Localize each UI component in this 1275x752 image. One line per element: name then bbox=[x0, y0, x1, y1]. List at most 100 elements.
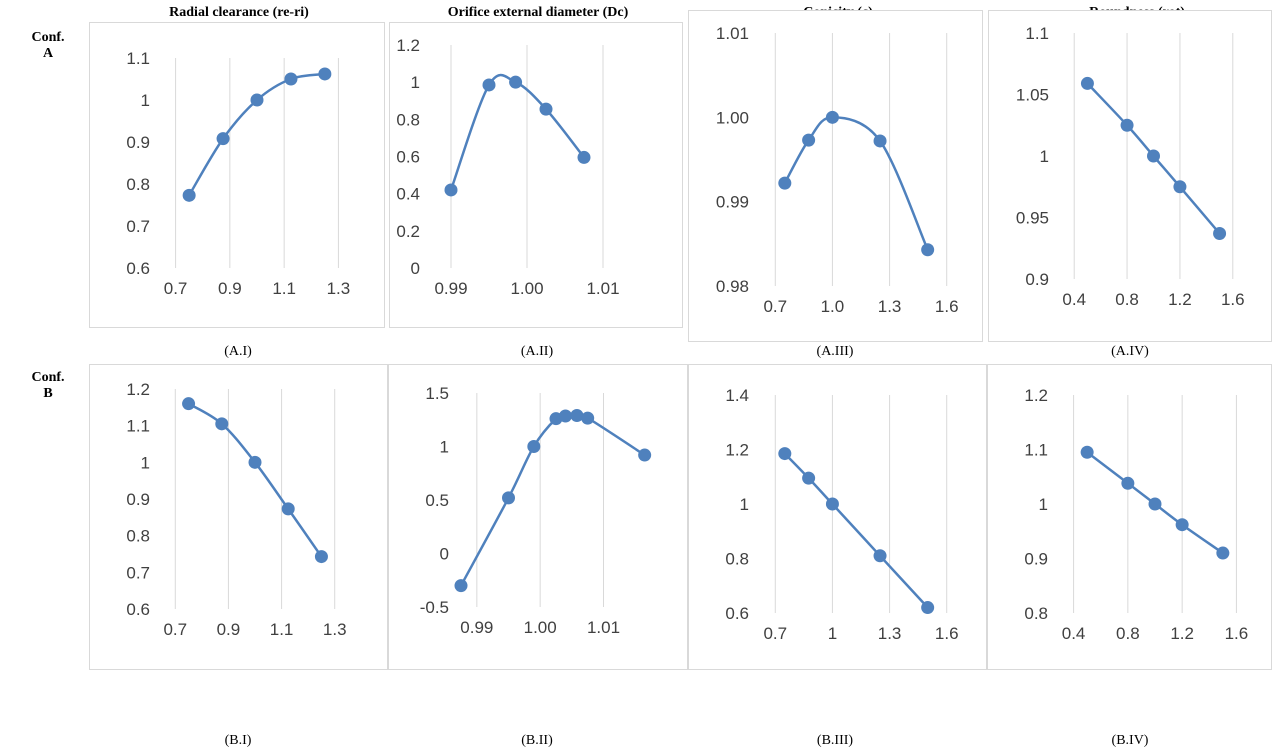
chart-panel-b-ii: 0.99 1.00 1.01 -0.5 0 0.5 1 1.5 bbox=[388, 364, 688, 670]
data-point-b-iv-1 bbox=[1121, 476, 1135, 490]
data-point-b-i-1 bbox=[215, 417, 229, 431]
y-tick-label-a-iv-1: 0.95 bbox=[1016, 209, 1049, 228]
data-point-a-iv-0 bbox=[1080, 76, 1094, 90]
x-tick-label-b-ii-2: 1.01 bbox=[587, 618, 620, 637]
y-tick-label-a-iii-0: 0.98 bbox=[716, 277, 749, 296]
row-label-conf-b: Conf. B bbox=[18, 370, 78, 402]
x-tick-label-a-iv-2: 1.2 bbox=[1168, 290, 1192, 309]
x-tick-label-a-i-1: 0.9 bbox=[218, 279, 242, 298]
x-tick-label-a-iv-0: 0.4 bbox=[1062, 290, 1086, 309]
y-tick-label-b-ii-3: 1 bbox=[440, 438, 449, 457]
data-point-b-ii-2 bbox=[527, 440, 541, 453]
x-tick-label-a-i-0: 0.7 bbox=[164, 279, 188, 298]
data-point-b-ii-4 bbox=[559, 409, 572, 423]
data-point-a-ii-4 bbox=[577, 150, 591, 164]
chart-panel-a-iv: 0.4 0.8 1.2 1.6 0.9 0.95 1 1.05 1.1 bbox=[988, 10, 1272, 342]
y-tick-label-a-iv-3: 1.05 bbox=[1016, 86, 1049, 105]
data-point-a-iii-4 bbox=[921, 243, 935, 257]
y-tick-label-a-ii-0: 0 bbox=[411, 259, 420, 278]
data-point-a-iii-1 bbox=[802, 133, 816, 147]
y-tick-label-a-iv-2: 1 bbox=[1040, 147, 1049, 166]
x-tick-label-a-i-2: 1.1 bbox=[272, 279, 296, 298]
data-point-a-i-4 bbox=[318, 67, 332, 81]
caption-b-iv: (B.IV) bbox=[1111, 733, 1149, 748]
series-line-b-ii bbox=[459, 413, 646, 587]
x-tick-label-b-i-0: 0.7 bbox=[163, 620, 187, 639]
y-tick-label-a-ii-2: 0.4 bbox=[396, 185, 420, 204]
x-tick-label-a-ii-1: 1.00 bbox=[510, 279, 543, 298]
y-tick-label-b-iii-1: 0.8 bbox=[725, 550, 749, 569]
data-point-a-iii-2 bbox=[825, 110, 839, 124]
chart-b-ii: 0.99 1.00 1.01 -0.5 0 0.5 1 1.5 bbox=[420, 384, 652, 637]
y-tick-label-b-i-5: 1.1 bbox=[126, 417, 150, 436]
chart-panel-a-i: 0.7 0.9 1.1 1.3 0.6 0.7 0.8 0.9 1 1.1 bbox=[89, 22, 385, 328]
x-tick-label-a-iv-1: 0.8 bbox=[1115, 290, 1139, 309]
data-point-a-i-1 bbox=[216, 132, 230, 146]
x-tick-label-b-iii-0: 0.7 bbox=[763, 624, 787, 643]
chart-panel-a-iii: 0.7 1.0 1.3 1.6 0.98 0.99 1.00 1.01 bbox=[688, 10, 983, 342]
chart-a-iii: 0.7 1.0 1.3 1.6 0.98 0.99 1.00 1.01 bbox=[716, 24, 959, 316]
x-tick-label-a-iii-1: 1.0 bbox=[821, 297, 845, 316]
y-tick-label-b-i-2: 0.8 bbox=[126, 527, 150, 546]
x-tick-label-b-iii-2: 1.3 bbox=[878, 624, 902, 643]
x-tick-label-a-ii-0: 0.99 bbox=[434, 279, 467, 298]
y-tick-label-a-ii-6: 1.2 bbox=[396, 36, 420, 55]
y-tick-label-b-ii-0: -0.5 bbox=[420, 598, 449, 617]
caption-a-iv: (A.IV) bbox=[1111, 344, 1149, 359]
y-tick-label-a-iv-4: 1.1 bbox=[1025, 24, 1049, 43]
caption-b-iii: (B.III) bbox=[816, 733, 854, 748]
x-tick-label-b-i-3: 1.3 bbox=[323, 620, 347, 639]
data-point-a-ii-3 bbox=[539, 102, 553, 116]
y-tick-label-a-ii-3: 0.6 bbox=[396, 148, 420, 167]
y-tick-label-b-iv-0: 0.8 bbox=[1024, 604, 1048, 623]
x-tick-label-b-ii-0: 0.99 bbox=[460, 618, 493, 637]
y-tick-label-a-iii-1: 0.99 bbox=[716, 193, 749, 212]
y-tick-label-b-i-4: 1 bbox=[141, 453, 150, 472]
data-point-b-i-4 bbox=[314, 550, 328, 564]
chart-b-i: 0.7 0.9 1.1 1.3 0.6 0.7 0.8 0.9 1 1.1 1.2 bbox=[126, 380, 347, 639]
y-tick-label-a-iii-3: 1.01 bbox=[716, 24, 749, 43]
x-tick-label-b-iii-3: 1.6 bbox=[935, 624, 959, 643]
x-tick-label-b-i-1: 0.9 bbox=[217, 620, 241, 639]
data-point-a-iv-4 bbox=[1213, 226, 1227, 240]
data-point-a-i-0 bbox=[182, 188, 196, 202]
data-point-a-ii-1 bbox=[482, 78, 496, 92]
data-point-a-iii-3 bbox=[873, 134, 887, 148]
data-point-b-iii-2 bbox=[825, 497, 839, 511]
data-point-b-ii-7 bbox=[638, 448, 652, 462]
data-point-b-i-2 bbox=[248, 455, 262, 469]
data-point-b-iv-3 bbox=[1175, 518, 1189, 532]
series-line-b-i bbox=[187, 402, 323, 558]
y-tick-label-b-iv-2: 1 bbox=[1039, 495, 1048, 514]
chart-a-ii: 0.99 1.00 1.01 0 0.2 0.4 0.6 0.8 1 1.2 bbox=[396, 36, 619, 298]
data-point-a-i-3 bbox=[284, 72, 298, 86]
data-point-b-iii-4 bbox=[921, 601, 935, 615]
x-tick-label-b-iv-1: 0.8 bbox=[1116, 624, 1140, 643]
caption-a-ii: (A.II) bbox=[520, 344, 554, 359]
chart-b-iv: 0.4 0.8 1.2 1.6 0.8 0.9 1 1.1 1.2 bbox=[1024, 386, 1248, 643]
y-tick-label-a-i-0: 0.6 bbox=[126, 259, 150, 278]
data-point-b-iii-0 bbox=[778, 447, 792, 461]
y-tick-label-b-ii-1: 0 bbox=[440, 545, 449, 564]
y-tick-label-a-ii-1: 0.2 bbox=[396, 222, 420, 241]
data-point-b-ii-5 bbox=[570, 408, 584, 422]
x-tick-label-b-iv-2: 1.2 bbox=[1170, 624, 1194, 643]
chart-panel-b-iv: 0.4 0.8 1.2 1.6 0.8 0.9 1 1.1 1.2 bbox=[987, 364, 1272, 670]
data-point-b-ii-6 bbox=[581, 411, 595, 425]
y-tick-label-b-iii-2: 1 bbox=[740, 495, 749, 514]
row-label-conf-b-line1: Conf. bbox=[31, 370, 65, 385]
y-tick-label-b-iv-1: 0.9 bbox=[1024, 550, 1048, 569]
y-tick-label-a-i-5: 1.1 bbox=[126, 49, 150, 68]
y-tick-label-b-iii-4: 1.4 bbox=[725, 386, 749, 405]
y-tick-label-a-i-2: 0.8 bbox=[126, 175, 150, 194]
column-title-radial-clearance: Radial clearance (re-ri) bbox=[169, 5, 309, 20]
chart-panel-a-ii: 0.99 1.00 1.01 0 0.2 0.4 0.6 0.8 1 1.2 bbox=[389, 22, 683, 328]
row-label-conf-a-line2: A bbox=[42, 46, 54, 61]
data-point-b-iii-3 bbox=[873, 549, 887, 563]
y-tick-label-a-iii-2: 1.00 bbox=[716, 108, 749, 127]
y-tick-label-b-iii-0: 0.6 bbox=[725, 604, 749, 623]
series-line-a-i bbox=[188, 72, 326, 196]
data-point-a-iii-0 bbox=[778, 176, 792, 190]
caption-b-ii: (B.II) bbox=[521, 733, 553, 748]
x-tick-label-a-ii-2: 1.01 bbox=[586, 279, 619, 298]
